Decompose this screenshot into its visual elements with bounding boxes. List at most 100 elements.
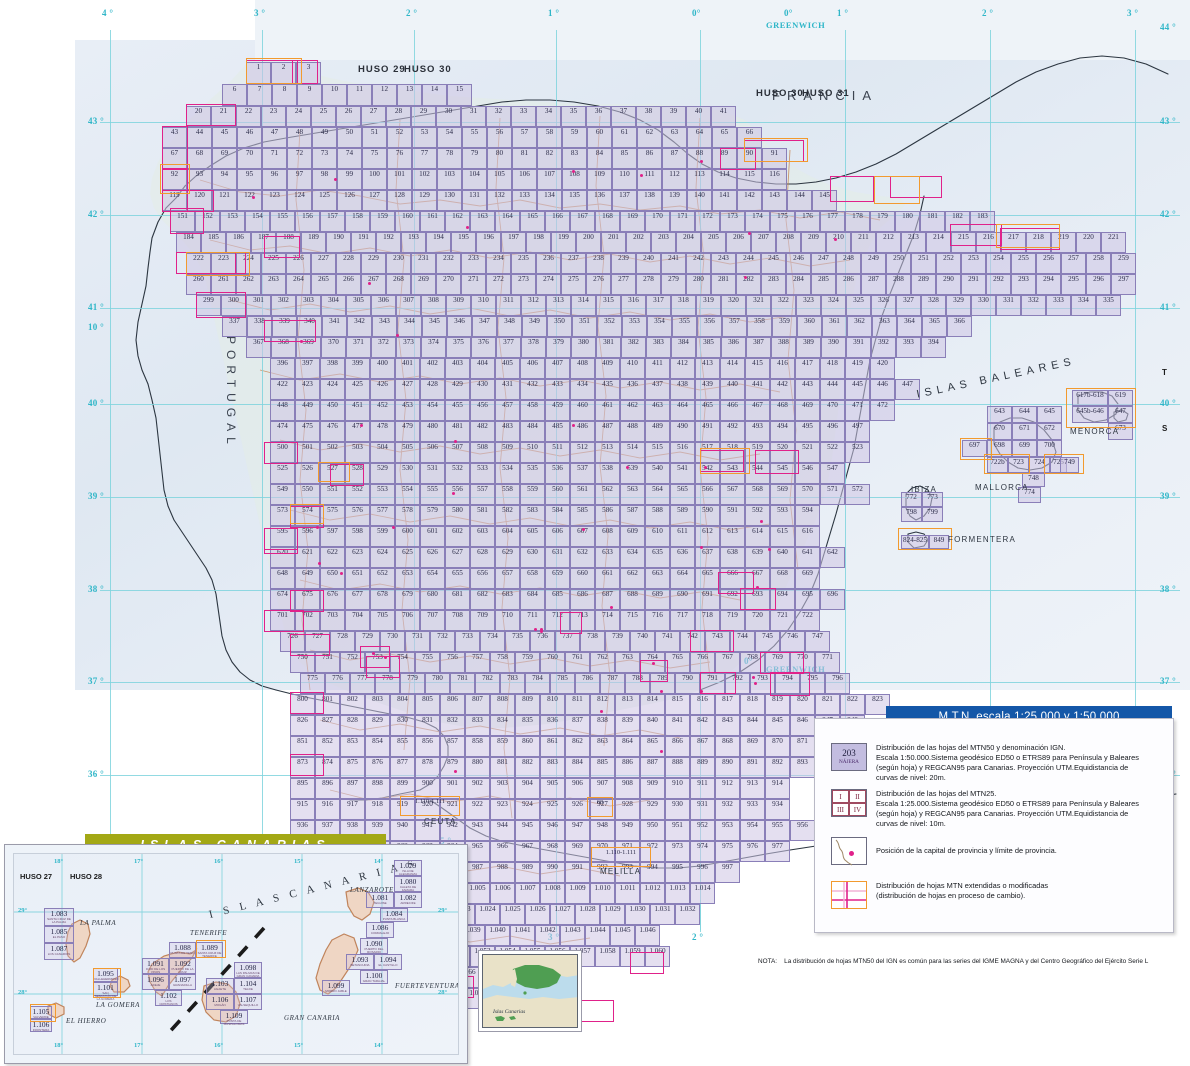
canarias-sheet-cell[interactable]: 1.109 PUNTA DE MASPALOMAS bbox=[220, 1010, 248, 1027]
canarias-sheet-cell[interactable]: 1.104 TELDE bbox=[234, 978, 262, 994]
canarias-sheet-cell[interactable]: 1.107 VALSEQUILLO bbox=[234, 994, 262, 1010]
legend-text-extended: Distribución de hojas MTN extendidas o m… bbox=[876, 881, 1049, 900]
canarias-latitude-right: 28° bbox=[438, 989, 448, 996]
canarias-sheet-cell[interactable]: 1.080 CALETA DE FAMARA bbox=[394, 876, 422, 892]
canarias-sheet-cell[interactable]: 1.091 ICOD DE LOS VINOS bbox=[142, 958, 169, 974]
canarias-island-label: LA PALMA bbox=[80, 919, 117, 927]
canarias-sheet-cell[interactable]: 1.087 LOS CANARIOS bbox=[44, 943, 74, 960]
canarias-sheet-name: LOS CRISTIANOS bbox=[159, 999, 178, 1007]
canarias-sheet-cell[interactable]: 1.088 PUNTA DE TENO bbox=[169, 942, 196, 958]
canarias-modified-sheet-overlay[interactable] bbox=[30, 1004, 56, 1022]
canarias-sheet-name: GRAN TARAJAL bbox=[362, 979, 386, 983]
canarias-island-label: TENERIFE bbox=[190, 929, 228, 937]
latitude-label-right: 41 ° bbox=[1160, 302, 1177, 312]
canarias-longitude-top: 16° bbox=[214, 858, 224, 865]
longitude-label-top: 0° bbox=[692, 8, 701, 18]
longitude-label-top: 3 ° bbox=[1127, 8, 1139, 18]
canarias-sheet-cell[interactable]: 1.082 ARRECIFE bbox=[394, 892, 422, 908]
swatch-sheet-number: 203 bbox=[842, 748, 856, 758]
canarias-sheet-cell[interactable]: 1.081 TEGUISE bbox=[366, 892, 394, 908]
canarias-sheet-name: MORRO JABLE bbox=[325, 989, 347, 993]
latitude-label-left: 38 ° bbox=[88, 584, 105, 594]
canarias-sheet-cell[interactable]: 1.099 MORRO JABLE bbox=[322, 980, 350, 996]
canarias-longitude-top: 15° bbox=[294, 858, 304, 865]
legend-text-mtn25: Distribución de las hojas del MTN25. Esc… bbox=[876, 789, 1139, 828]
island-or-city-label: MALLORCA bbox=[975, 483, 1029, 492]
extended-sheet-icon bbox=[832, 882, 866, 908]
canarias-longitude-bottom: 17° bbox=[134, 1042, 144, 1049]
canarias-island-label: LA GOMERA bbox=[96, 1001, 140, 1009]
canarias-longitude-top: 17° bbox=[134, 858, 144, 865]
canarias-sheet-name: MOGÁN bbox=[214, 1003, 226, 1007]
extended-sheets-swatch bbox=[831, 881, 867, 909]
canarias-sheet-name: TEGUISE bbox=[373, 901, 387, 905]
canarias-longitude-bottom: 15° bbox=[294, 1042, 304, 1049]
canarias-sheet-cell[interactable]: 1.103 AGAETE bbox=[206, 978, 234, 994]
legend-entry-extended: Distribución de hojas MTN extendidas o m… bbox=[831, 881, 1161, 909]
latitude-label-left: 36 ° bbox=[88, 769, 105, 779]
canarias-sheet-cell[interactable]: 1.084 PUNTA BLANCA bbox=[380, 908, 408, 922]
utm-zone-label: HUSO 30 bbox=[404, 64, 452, 75]
canarias-sheet-name: FRONTERA bbox=[32, 1028, 50, 1032]
canarias-sheet-cell[interactable]: 1.090 PUERTO DEL ROSARIO bbox=[360, 938, 388, 954]
latitude-label-44: 44 ° bbox=[1160, 22, 1177, 32]
canarias-sheet-cell[interactable]: 1.092 PUERTO DE LA CRUZ bbox=[169, 958, 196, 974]
mtn25-quadrant-swatch: I II III IV bbox=[831, 789, 867, 817]
canarias-sheet-cell[interactable]: 1.106 MOGÁN bbox=[206, 994, 234, 1010]
latitude-label-right: 40 ° bbox=[1160, 398, 1177, 408]
canarias-sheet-name: AGAETE bbox=[213, 987, 227, 991]
country-label: PORTUGAL bbox=[224, 336, 238, 450]
parallel-line bbox=[100, 590, 1180, 591]
canarias-sheet-name: LOS CANARIOS bbox=[47, 952, 71, 956]
latitude-label-left: 40 ° bbox=[88, 398, 105, 408]
longitude-label-top: 2 ° bbox=[982, 8, 994, 18]
longitude-label-top: 1 ° bbox=[548, 8, 560, 18]
greenwich-label-bottom: GREENWICH bbox=[766, 664, 826, 674]
canarias-sheet-cell[interactable]: 1.102 LOS CRISTIANOS bbox=[155, 990, 182, 1006]
parallel-line bbox=[100, 497, 1180, 498]
canarias-sheet-name: TELDE bbox=[243, 987, 253, 991]
meridian-line bbox=[414, 30, 415, 930]
latitude-label-left: 41 ° bbox=[88, 302, 105, 312]
canarias-inset-map: I S L A S C A N A R I A S 1.083 SANTA CRU… bbox=[13, 853, 459, 1055]
canarias-utm-zone-label: HUSO 27 bbox=[20, 872, 53, 881]
parallel-line bbox=[100, 404, 1180, 405]
canarias-modified-sheet-overlay[interactable] bbox=[93, 968, 121, 998]
canarias-sheet-cell[interactable]: 1.079 ISLA DE ALEGRANZA bbox=[394, 860, 422, 876]
legend-entry-mtn25: I II III IV Distribución de las hojas de… bbox=[831, 789, 1161, 829]
canarias-sheet-cell[interactable]: 1.100 GRAN TARAJAL bbox=[360, 970, 388, 984]
canarias-sheet-name: PUNTA DE MASPALOMAS bbox=[223, 1019, 245, 1027]
latitude-label-right: 37 ° bbox=[1160, 676, 1177, 686]
note-prefix: NOTA: bbox=[758, 958, 778, 965]
zero-meridian-label-bottom: 0° bbox=[744, 656, 753, 666]
island-or-city-label: MENORCA bbox=[1070, 427, 1120, 436]
longitude-label-10: 10 ° bbox=[88, 322, 105, 332]
canarias-island-label: GRAN CANARIA bbox=[284, 1014, 340, 1022]
canarias-modified-sheet-overlay[interactable] bbox=[196, 940, 226, 958]
canarias-sheet-cell[interactable]: 1.097 GRANADILLA bbox=[169, 974, 196, 990]
note-text: La distribución de hojas MTN50 del IGN e… bbox=[784, 958, 1149, 965]
longitude-label-bottom: 2 ° bbox=[692, 932, 704, 942]
canarias-sheet-cell[interactable]: 1.086 CORRALEJO bbox=[366, 922, 394, 938]
legend-text-capital: Posición de la capital de provincia y lí… bbox=[876, 846, 1057, 855]
canarias-latitude-right: 29° bbox=[438, 907, 448, 914]
canarias-sheet-cell[interactable]: 1.085 EL PASO bbox=[44, 926, 74, 943]
canarias-island-label: LANZAROTE bbox=[350, 886, 394, 894]
canarias-sheet-name: GRANADILLA bbox=[172, 983, 192, 987]
canarias-sheet-cell[interactable]: 1.094 EL CASTILLO bbox=[374, 954, 402, 970]
canarias-sheet-name: EL PASO bbox=[52, 935, 66, 939]
canarias-sheet-cell[interactable]: 1.096 ADEJE bbox=[142, 974, 169, 990]
utm-zone-label: HUSO 29 bbox=[358, 64, 406, 75]
canarias-sheet-cell[interactable]: 1.083 SANTA CRUZ DE LA PALMA bbox=[44, 908, 74, 926]
canarias-sheet-name: PUNTA BLANCA bbox=[382, 917, 406, 921]
canarias-latitude-left: 28° bbox=[18, 989, 28, 996]
parallel-line bbox=[100, 122, 1180, 123]
canarias-sheet-cell[interactable]: 1.093 BETANCURIA bbox=[346, 954, 374, 970]
quadrant-ii: II bbox=[849, 790, 866, 803]
map-note: NOTA: La distribución de hojas MTN50 del… bbox=[758, 958, 1188, 966]
meridian-line bbox=[700, 30, 701, 930]
island-or-city-label: MELILLA bbox=[600, 867, 642, 876]
canarias-sheet-cell[interactable]: 1.098 LAS PALMAS DE GRAN CANARIA bbox=[234, 962, 262, 978]
canarias-latitude-left: 29° bbox=[18, 907, 28, 914]
meridian-line bbox=[110, 30, 111, 930]
